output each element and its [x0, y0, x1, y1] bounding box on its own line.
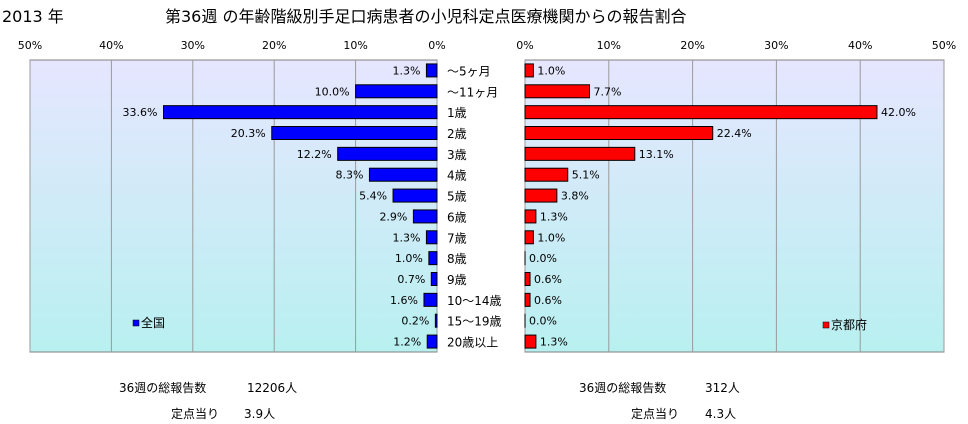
left-tick-label: 40%	[99, 39, 123, 52]
category-label: 1歳	[447, 106, 467, 120]
legend-swatch-national	[132, 319, 140, 327]
left-bar	[412, 209, 438, 224]
left-bar	[434, 313, 438, 328]
category-label: 4歳	[447, 169, 467, 183]
right-bar	[524, 209, 537, 224]
right-plot-area	[524, 59, 945, 353]
right-bar	[524, 105, 878, 120]
left-data-label: 20.3%	[231, 127, 266, 140]
kyoto-per-site-value: 4.3人	[705, 407, 737, 421]
category-label: 2歳	[447, 127, 467, 141]
chart-title: 第36週 の年齢階級別手足口病患者の小児科定点医療機関からの報告割合	[165, 7, 687, 26]
right-data-label: 1.0%	[537, 231, 565, 244]
category-label: 9歳	[447, 273, 467, 287]
category-label: 10～14歳	[447, 294, 502, 308]
category-label: 6歳	[447, 210, 467, 224]
right-data-label: 13.1%	[639, 148, 674, 161]
left-bar	[428, 251, 438, 266]
left-data-label: 0.7%	[397, 273, 425, 286]
right-data-label: 5.1%	[572, 169, 600, 182]
left-tick-label: 20%	[262, 39, 286, 52]
left-bar	[423, 292, 438, 307]
right-tick-label: 20%	[680, 39, 704, 52]
left-bar	[430, 272, 438, 286]
category-label: 8歳	[447, 252, 467, 266]
category-label: 7歳	[447, 231, 467, 245]
right-bar	[524, 146, 636, 161]
left-data-label: 8.3%	[335, 169, 363, 182]
right-data-label: 1.3%	[540, 336, 568, 349]
right-bar	[524, 292, 531, 307]
left-data-label: 10.0%	[315, 85, 350, 98]
category-label: 20歳以上	[447, 336, 498, 350]
kyoto-total-reports-label: 36週の総報告数	[579, 381, 667, 395]
right-data-label: 0.6%	[534, 294, 562, 307]
left-data-label: 1.2%	[393, 336, 421, 349]
left-bar	[271, 126, 438, 140]
left-bar	[337, 146, 438, 161]
right-data-label: 1.0%	[537, 64, 565, 77]
right-bar	[524, 167, 569, 182]
right-tick-label: 30%	[764, 39, 788, 52]
left-data-label: 2.9%	[379, 210, 407, 223]
left-bar	[355, 84, 438, 99]
left-data-label: 1.3%	[392, 231, 420, 244]
category-label: 3歳	[447, 148, 467, 162]
left-bar	[425, 230, 438, 245]
national-per-site-label: 定点当り	[171, 407, 220, 421]
right-bar	[524, 272, 531, 286]
right-data-label: 7.7%	[594, 85, 622, 98]
right-data-label: 1.3%	[540, 210, 568, 223]
left-bar	[392, 188, 438, 203]
category-label: 15～19歳	[447, 315, 502, 329]
left-bar	[368, 167, 438, 182]
right-tick-label: 40%	[848, 39, 872, 52]
right-bar	[524, 334, 537, 349]
left-bar	[425, 63, 438, 78]
right-data-label: 0.0%	[529, 252, 557, 265]
right-data-label: 42.0%	[881, 106, 916, 119]
right-bar	[524, 84, 591, 99]
category-label: ～5ヶ月	[447, 64, 491, 78]
left-data-label: 33.6%	[123, 106, 158, 119]
left-tick-label: 30%	[181, 39, 205, 52]
national-total-reports-label: 36週の総報告数	[119, 381, 207, 395]
right-data-label: 3.8%	[561, 190, 589, 203]
right-tick-label: 0%	[516, 39, 533, 52]
right-tick-label: 10%	[597, 39, 621, 52]
right-bar	[524, 188, 558, 203]
left-data-label: 12.2%	[297, 148, 332, 161]
national-total-reports-value: 12206人	[247, 381, 298, 395]
right-data-label: 22.4%	[717, 127, 752, 140]
right-bar	[524, 230, 534, 245]
left-bar	[162, 105, 438, 120]
legend-swatch-kyoto	[822, 321, 830, 329]
year-label: 2013 年	[2, 7, 64, 26]
left-data-label: 5.4%	[359, 190, 387, 203]
left-data-label: 1.3%	[392, 64, 420, 77]
legend-label-national: 全国	[141, 315, 165, 330]
category-label: 5歳	[447, 190, 467, 204]
kyoto-per-site-label: 定点当り	[631, 407, 680, 421]
right-tick-label: 50%	[932, 39, 956, 52]
legend-label-kyoto: 京都府	[831, 317, 867, 332]
left-tick-label: 50%	[18, 39, 42, 52]
left-bar	[426, 334, 438, 349]
category-label: ～11ヶ月	[447, 85, 498, 99]
left-data-label: 0.2%	[401, 315, 429, 328]
right-data-label: 0.6%	[534, 273, 562, 286]
left-tick-label: 0%	[428, 39, 445, 52]
left-tick-label: 10%	[343, 39, 367, 52]
right-data-label: 0.0%	[529, 315, 557, 328]
left-data-label: 1.0%	[395, 252, 423, 265]
butterfly-bar-chart: 50% 40% 30% 20% 10% 0% 1.3% 10.0% 33.6% 20.3% 12.2…	[18, 39, 956, 353]
left-data-label: 1.6%	[390, 294, 418, 307]
kyoto-total-reports-value: 312人	[705, 381, 740, 395]
left-plot-area	[29, 59, 438, 353]
right-bar	[524, 63, 534, 78]
right-bar	[524, 126, 714, 140]
national-per-site-value: 3.9人	[244, 407, 276, 421]
